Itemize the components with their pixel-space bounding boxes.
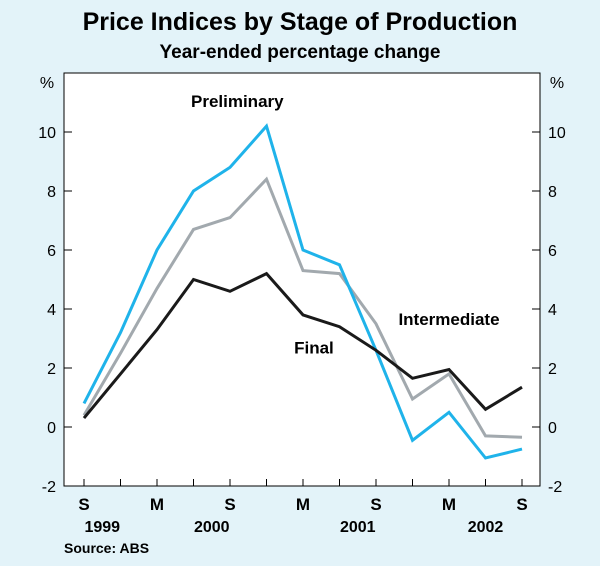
x-tick-label: M [296,495,310,514]
y-tick-label-right: -2 [548,479,562,496]
y-tick-label-left: 8 [47,184,56,201]
x-tick-label: S [224,495,235,514]
y-tick-label-left: 2 [47,361,56,378]
y-tick-label-right: 0 [548,420,557,437]
x-year-label: 2001 [340,519,376,536]
plot-area [63,72,541,487]
y-tick-label-right: 6 [548,243,557,260]
y-tick-label-left: 4 [47,302,56,319]
x-year-label: 2002 [468,519,504,536]
x-tick-label: S [516,495,527,514]
y-tick-label-right: 10 [548,125,566,142]
y-tick-label-right: 4 [548,302,557,319]
series-label-preliminary: Preliminary [191,92,284,111]
y-unit-label-right: % [550,75,564,92]
axes: -2 -2 0 0 2 2 4 4 6 6 8 8 10 10% % S M S M S M S 1999 2000 2001 2… [38,75,566,536]
x-year-label: 2000 [194,519,230,536]
annotations: Preliminary Intermediate Final [191,92,500,357]
chart-title: Price Indices by Stage of Production [82,8,518,36]
y-tick-label-left: 6 [47,243,56,260]
x-tick-label: S [78,495,89,514]
y-tick-label-left: 0 [47,420,56,437]
x-year-label: 1999 [84,519,120,536]
y-unit-label-left: % [40,75,54,92]
y-tick-label-left: -2 [42,479,56,496]
x-tick-label: S [370,495,381,514]
source-note: Source: ABS [64,540,150,556]
y-tick-label-right: 2 [548,361,557,378]
series-label-final: Final [294,338,334,357]
y-tick-label-right: 8 [548,184,557,201]
series-label-intermediate: Intermediate [398,310,499,329]
x-tick-label: M [442,495,456,514]
chart-subtitle: Year-ended percentage change [159,42,441,63]
y-tick-label-left: 10 [38,125,56,142]
x-tick-label: M [150,495,164,514]
series-lines [82,123,523,460]
